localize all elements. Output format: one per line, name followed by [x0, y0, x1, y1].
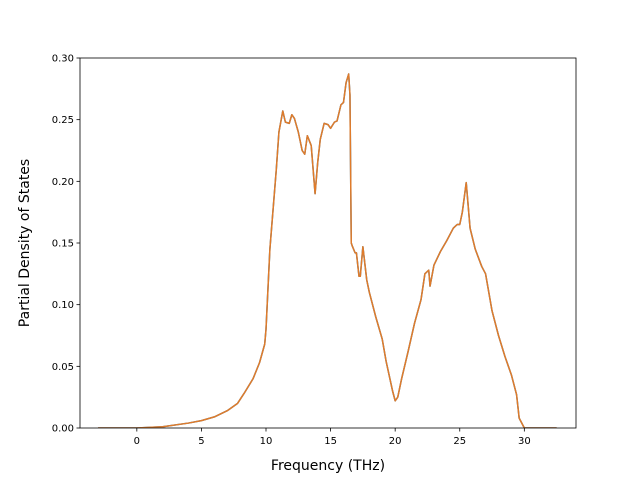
x-axis-ticks: 0 5 10 15 20 25 30 [134, 428, 531, 447]
y-tick-label: 0.30 [52, 54, 74, 65]
x-tick-label: 15 [324, 436, 337, 447]
y-tick-label: 0.15 [52, 239, 74, 250]
series-layer [98, 73, 557, 428]
y-axis-ticks: 0.00 0.05 0.10 0.15 0.20 0.25 0.30 [52, 54, 80, 435]
y-tick-label: 0.25 [52, 115, 74, 126]
x-tick-label: 0 [134, 436, 140, 447]
series-line-0 [98, 73, 557, 428]
x-tick-label: 25 [453, 436, 466, 447]
y-tick-label: 0.20 [52, 177, 74, 188]
x-tick-label: 20 [389, 436, 402, 447]
x-tick-label: 5 [198, 436, 204, 447]
y-axis-title: Partial Density of States [17, 159, 33, 327]
x-tick-label: 10 [260, 436, 273, 447]
y-tick-label: 0.05 [52, 362, 74, 373]
x-axis-title: Frequency (THz) [271, 458, 385, 474]
y-tick-label: 0.10 [52, 300, 74, 311]
x-tick-label: 30 [518, 436, 531, 447]
y-tick-label: 0.00 [52, 424, 74, 435]
series-line-1 [98, 73, 557, 428]
plot-frame [79, 57, 577, 429]
